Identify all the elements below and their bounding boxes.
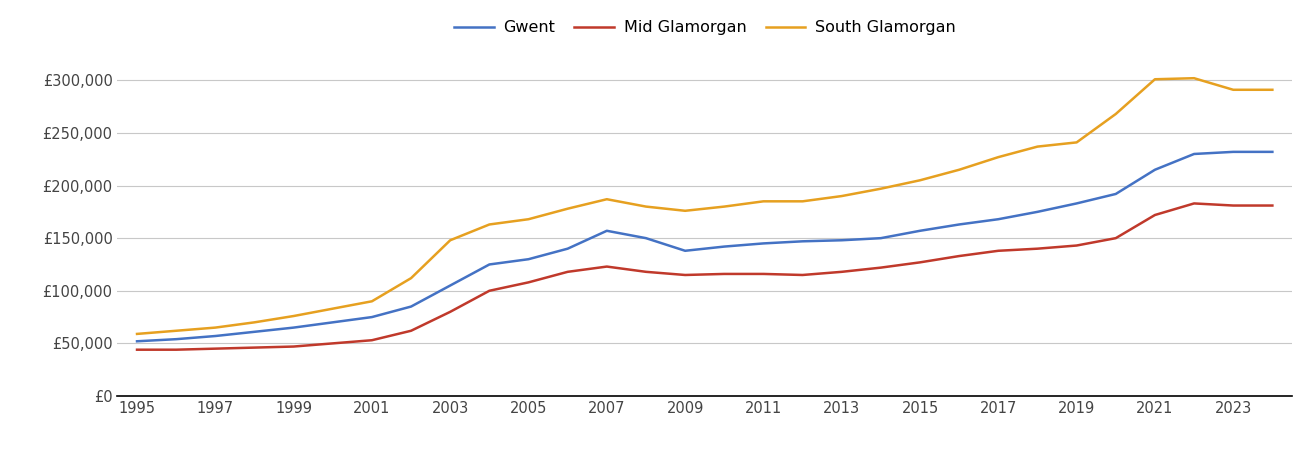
South Glamorgan bbox=[403, 275, 419, 281]
South Glamorgan bbox=[1265, 87, 1280, 93]
Gwent bbox=[1108, 191, 1124, 197]
Mid Glamorgan bbox=[325, 341, 341, 346]
South Glamorgan bbox=[560, 206, 576, 211]
Mid Glamorgan bbox=[1069, 243, 1084, 248]
Gwent bbox=[795, 238, 810, 244]
Gwent bbox=[1265, 149, 1280, 154]
Mid Glamorgan bbox=[716, 271, 732, 277]
South Glamorgan bbox=[129, 331, 145, 337]
Mid Glamorgan bbox=[403, 328, 419, 333]
South Glamorgan bbox=[990, 154, 1006, 160]
South Glamorgan bbox=[207, 325, 223, 330]
Mid Glamorgan bbox=[873, 265, 889, 270]
Mid Glamorgan bbox=[912, 260, 928, 265]
Mid Glamorgan bbox=[168, 347, 184, 352]
Mid Glamorgan bbox=[442, 309, 458, 315]
Mid Glamorgan bbox=[286, 344, 301, 349]
Gwent bbox=[286, 325, 301, 330]
South Glamorgan bbox=[482, 222, 497, 227]
Mid Glamorgan bbox=[1225, 203, 1241, 208]
Mid Glamorgan bbox=[990, 248, 1006, 253]
South Glamorgan bbox=[521, 216, 536, 222]
Gwent bbox=[1147, 167, 1163, 172]
Gwent bbox=[951, 222, 967, 227]
South Glamorgan bbox=[756, 198, 771, 204]
South Glamorgan bbox=[677, 208, 693, 213]
Gwent bbox=[834, 238, 850, 243]
Line: Gwent: Gwent bbox=[137, 152, 1272, 341]
Gwent bbox=[247, 329, 262, 334]
Gwent bbox=[1069, 201, 1084, 206]
Line: Mid Glamorgan: Mid Glamorgan bbox=[137, 203, 1272, 350]
Gwent bbox=[207, 333, 223, 339]
South Glamorgan bbox=[325, 306, 341, 311]
Gwent bbox=[756, 241, 771, 246]
South Glamorgan bbox=[364, 299, 380, 304]
Line: South Glamorgan: South Glamorgan bbox=[137, 78, 1272, 334]
Mid Glamorgan bbox=[677, 272, 693, 278]
Gwent bbox=[403, 304, 419, 309]
South Glamorgan bbox=[638, 204, 654, 209]
Mid Glamorgan bbox=[1265, 203, 1280, 208]
Mid Glamorgan bbox=[482, 288, 497, 293]
Gwent bbox=[990, 216, 1006, 222]
Gwent bbox=[364, 315, 380, 320]
Mid Glamorgan bbox=[1108, 235, 1124, 241]
Gwent bbox=[168, 337, 184, 342]
South Glamorgan bbox=[1030, 144, 1045, 149]
South Glamorgan bbox=[951, 167, 967, 172]
Mid Glamorgan bbox=[207, 346, 223, 351]
Mid Glamorgan bbox=[247, 345, 262, 350]
South Glamorgan bbox=[1147, 76, 1163, 82]
Mid Glamorgan bbox=[129, 347, 145, 352]
South Glamorgan bbox=[1108, 111, 1124, 117]
South Glamorgan bbox=[247, 320, 262, 325]
Mid Glamorgan bbox=[638, 269, 654, 274]
Gwent bbox=[521, 256, 536, 262]
South Glamorgan bbox=[1069, 140, 1084, 145]
South Glamorgan bbox=[168, 328, 184, 333]
Gwent bbox=[1030, 209, 1045, 215]
Mid Glamorgan bbox=[756, 271, 771, 277]
South Glamorgan bbox=[1225, 87, 1241, 93]
Mid Glamorgan bbox=[521, 279, 536, 285]
Mid Glamorgan bbox=[951, 253, 967, 259]
Gwent bbox=[442, 283, 458, 288]
Mid Glamorgan bbox=[364, 338, 380, 343]
South Glamorgan bbox=[834, 194, 850, 199]
Mid Glamorgan bbox=[795, 272, 810, 278]
Gwent bbox=[638, 235, 654, 241]
Gwent bbox=[129, 338, 145, 344]
South Glamorgan bbox=[873, 186, 889, 191]
Mid Glamorgan bbox=[834, 269, 850, 274]
Gwent bbox=[1186, 151, 1202, 157]
South Glamorgan bbox=[795, 198, 810, 204]
South Glamorgan bbox=[1186, 76, 1202, 81]
Legend: Gwent, Mid Glamorgan, South Glamorgan: Gwent, Mid Glamorgan, South Glamorgan bbox=[448, 14, 962, 42]
Gwent bbox=[873, 235, 889, 241]
Gwent bbox=[1225, 149, 1241, 154]
Mid Glamorgan bbox=[1186, 201, 1202, 206]
Gwent bbox=[912, 228, 928, 234]
South Glamorgan bbox=[286, 313, 301, 319]
Gwent bbox=[482, 262, 497, 267]
Gwent bbox=[677, 248, 693, 253]
Mid Glamorgan bbox=[1030, 246, 1045, 252]
Gwent bbox=[325, 320, 341, 325]
South Glamorgan bbox=[442, 238, 458, 243]
South Glamorgan bbox=[912, 178, 928, 183]
South Glamorgan bbox=[716, 204, 732, 209]
Gwent bbox=[599, 228, 615, 234]
Mid Glamorgan bbox=[560, 269, 576, 274]
South Glamorgan bbox=[599, 197, 615, 202]
Mid Glamorgan bbox=[599, 264, 615, 269]
Gwent bbox=[560, 246, 576, 252]
Mid Glamorgan bbox=[1147, 212, 1163, 218]
Gwent bbox=[716, 244, 732, 249]
